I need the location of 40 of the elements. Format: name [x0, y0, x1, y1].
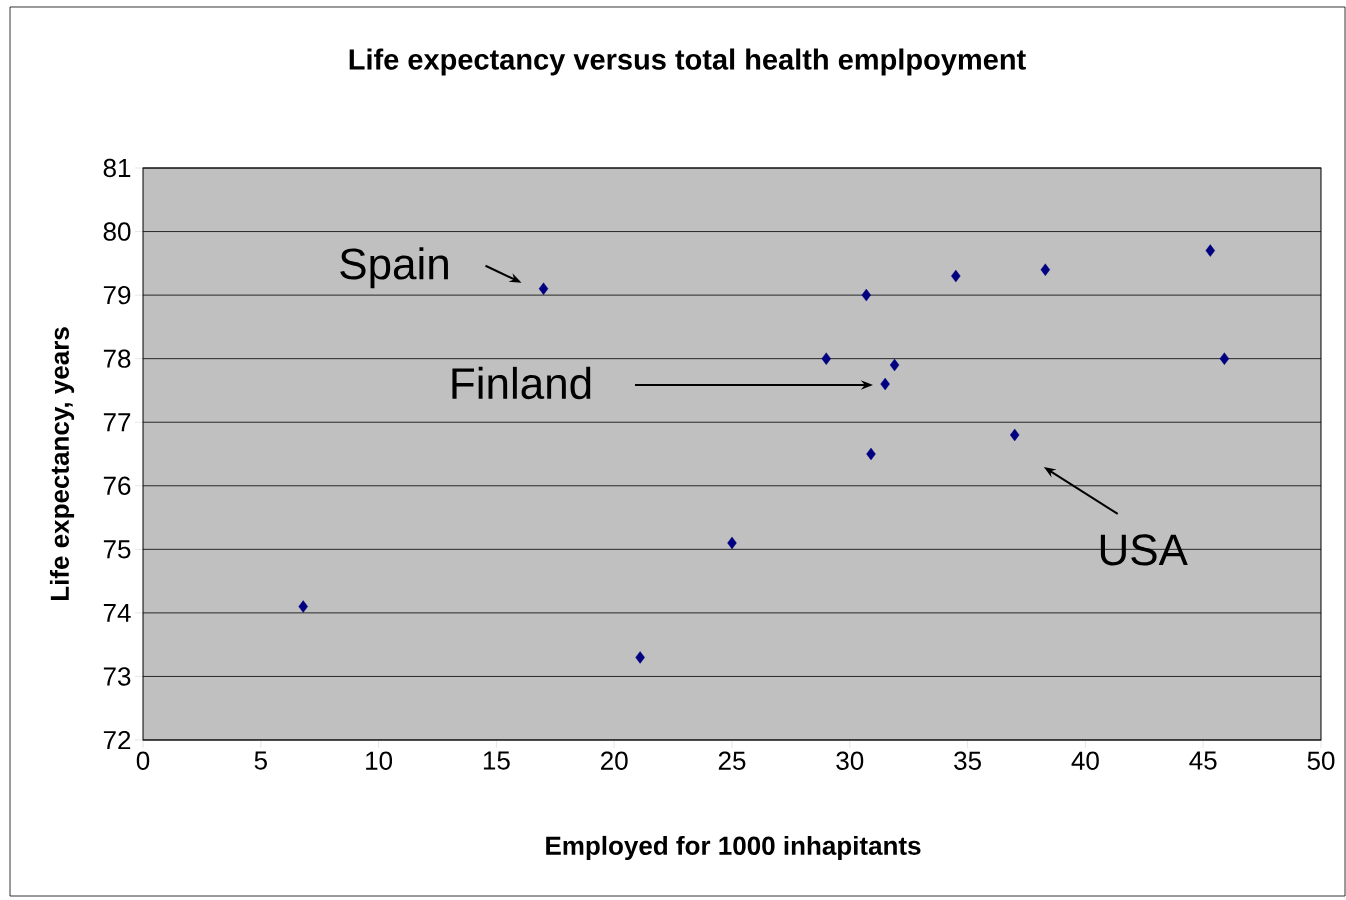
x-tick-label: 10 — [366, 751, 393, 770]
y-tick-label: 77 — [103, 413, 131, 432]
x-tick-label: 25 — [718, 751, 746, 770]
x-tick-label: 15 — [483, 751, 510, 770]
point — [861, 288, 871, 302]
y-tick-label: 79 — [103, 285, 131, 305]
x-tick-label: 20 — [601, 751, 628, 770]
y-tick-label: 81 — [103, 158, 131, 178]
point — [1040, 263, 1051, 276]
point — [1205, 244, 1215, 257]
annotation: Finland — [452, 366, 591, 400]
x-tick-label: 50 — [1307, 751, 1335, 770]
point — [821, 352, 831, 365]
y-tick-label: 80 — [103, 222, 131, 241]
point — [538, 282, 549, 295]
x-tick-label: 30 — [836, 751, 864, 770]
chart-title: Life expectancy versus total health emplpoyment — [349, 48, 1026, 76]
point — [298, 600, 308, 613]
y-tick-label: 75 — [103, 540, 131, 559]
point — [635, 651, 645, 664]
y-tick-label: 74 — [103, 603, 131, 622]
x-axis-title: Employed for 1000 inhapitants — [546, 835, 921, 861]
point — [880, 377, 890, 391]
x-tick-label: 0 — [136, 751, 150, 770]
point — [866, 447, 876, 461]
point — [951, 269, 961, 283]
y-tick-label: 76 — [103, 476, 131, 495]
y-axis-title: Life expectancy, years — [49, 327, 75, 601]
y-tick-label: 73 — [103, 667, 131, 686]
point — [889, 358, 900, 372]
point — [727, 536, 737, 550]
point — [1010, 428, 1020, 442]
y-tick-label: 72 — [103, 730, 131, 750]
y-tick-label: 78 — [103, 349, 131, 368]
x-tick-label: 35 — [954, 751, 981, 770]
x-tick-label: 45 — [1189, 751, 1217, 770]
x-tick-label: 40 — [1071, 751, 1099, 770]
x-tick-label: 5 — [254, 751, 267, 770]
point — [1219, 352, 1230, 365]
annotation: Spain — [340, 247, 448, 289]
